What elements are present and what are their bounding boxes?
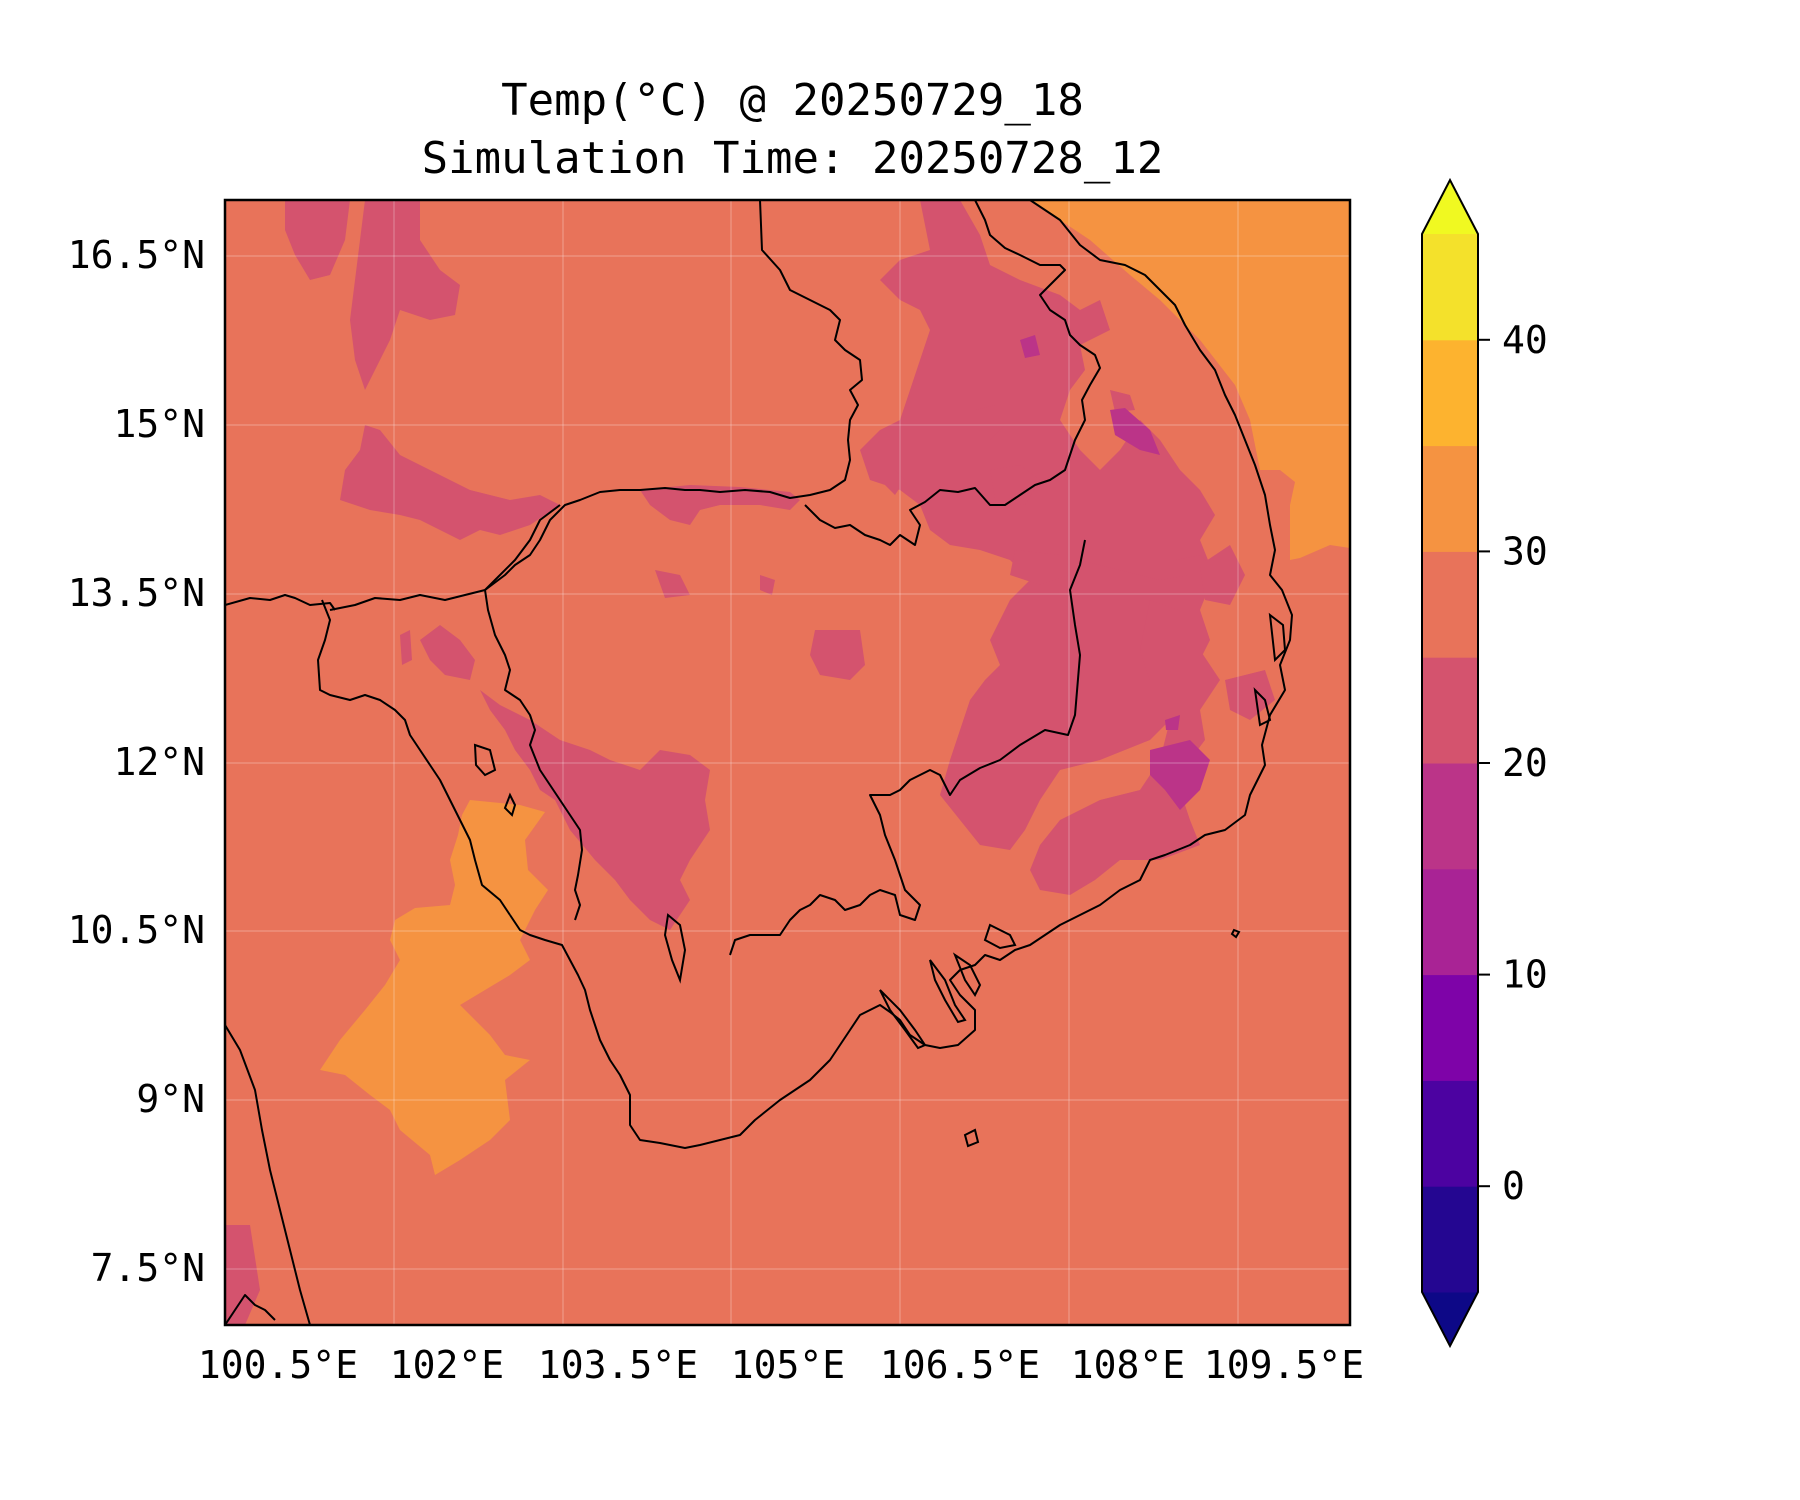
lon-tick-label: 105°E — [731, 1343, 845, 1387]
map-frame — [223, 198, 1352, 1327]
colorbar-tick-label: 40 — [1502, 318, 1548, 362]
lon-tick-label: 103.5°E — [538, 1343, 698, 1387]
lon-tick-label: 108°E — [1071, 1343, 1185, 1387]
colorbar-band — [1422, 1186, 1478, 1293]
coastline-gulf-east — [317, 599, 511, 916]
longitude-tick-labels: 100.5°E 102°E 103.5°E 105°E 106.5°E 108°… — [198, 1343, 1364, 1387]
lat-tick-label: 9°N — [136, 1077, 205, 1121]
islands — [473, 612, 1287, 1148]
border-cambodia-vietnam — [729, 539, 1086, 956]
colorbar-band — [1422, 868, 1478, 976]
lat-tick-label: 7.5°N — [91, 1246, 205, 1290]
border-cambodia-thailand — [484, 504, 583, 921]
temp-field-15-20 — [1020, 335, 1210, 810]
colorbar-band — [1422, 974, 1478, 1081]
colorbar-tick-label: 10 — [1502, 953, 1548, 997]
border-cambodia-laos — [804, 200, 1101, 546]
colorbar-tick-label: 30 — [1502, 529, 1548, 573]
colorbar-tick-label: 0 — [1502, 1164, 1525, 1208]
colorbar-band — [1422, 763, 1478, 870]
coastline-vietnam — [509, 200, 1293, 1149]
lat-tick-label: 15°N — [113, 402, 205, 446]
map-title: Temp(°C) @ 20250729_18 — [501, 75, 1084, 126]
colorbar-tick-label: 20 — [1502, 741, 1548, 785]
colorbar-under-extension — [1422, 1292, 1478, 1346]
colorbar-outline — [1421, 177, 1479, 1349]
colorbar-band — [1422, 234, 1478, 341]
colorbar-band — [1422, 657, 1478, 764]
map-subtitle: Simulation Time: 20250728_12 — [421, 133, 1164, 184]
lat-tick-label: 13.5°N — [68, 571, 205, 615]
colorbar-band — [1422, 551, 1478, 658]
temp-field-20-25 — [225, 200, 1275, 1325]
lat-tick-label: 10.5°N — [68, 908, 205, 952]
graticule — [225, 200, 1350, 1325]
map-panel — [225, 200, 1350, 1325]
colorbar-band — [1422, 445, 1478, 552]
colorbar-band — [1422, 1080, 1478, 1187]
colorbar-over-extension — [1422, 180, 1478, 234]
lon-tick-label: 102°E — [390, 1343, 504, 1387]
lon-tick-label: 106.5°E — [880, 1343, 1040, 1387]
temp-field-30-35-sea-northeast — [1030, 200, 1350, 560]
colorbar: 0 10 20 30 40 — [1421, 177, 1548, 1349]
lon-tick-label: 100.5°E — [198, 1343, 358, 1387]
coastline-thailand-west — [225, 1024, 311, 1325]
border-thailand-north — [225, 594, 336, 611]
latitude-tick-labels: 16.5°N 15°N 13.5°N 12°N 10.5°N 9°N 7.5°N — [68, 233, 205, 1290]
coastlines-and-borders — [225, 200, 1293, 1325]
lat-tick-label: 12°N — [113, 740, 205, 784]
colorbar-band — [1422, 339, 1478, 447]
coastline-thailand-south — [225, 1294, 276, 1325]
lon-tick-label: 109.5°E — [1204, 1343, 1364, 1387]
lat-tick-label: 16.5°N — [68, 233, 205, 277]
